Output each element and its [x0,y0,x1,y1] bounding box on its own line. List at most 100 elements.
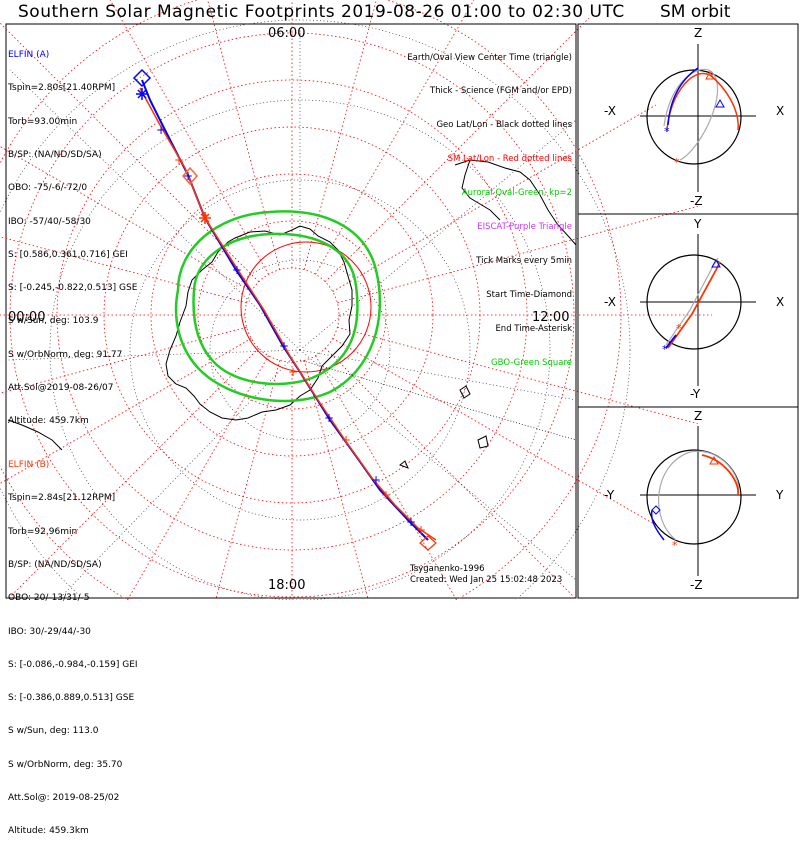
elfin-a-name: ELFIN (A) [8,50,50,61]
south-america-coastline-2 [461,159,501,221]
elfin-b-line: Att.Sol@: 2019-08-25/02 [8,793,120,803]
svg-text:*: * [674,156,680,169]
legend: Earth/Oval View Center Time (triangle) T… [407,30,572,392]
elfin-b-end-asterisk [199,212,211,224]
legend-entry: End Time-Asterisk [495,323,572,334]
legend-entry: Geo Lat/Lon - Black dotted lines [436,120,572,131]
elfin-a-tick: + [406,515,416,529]
elfin-a-line: B/SP: (NA/ND/SD/SA) [8,150,102,161]
elfin-b-info: ELFIN (B) Tspin=2.84s[21.12RPM] Torb=92.… [8,438,138,860]
legend-entry: Tick Marks every 5min [476,255,572,266]
orbit-panel-xz: * * [640,44,756,192]
elfin-b-name: ELFIN (B) [8,460,50,471]
elfin-b-line: IBO: 30/-29/44/-30 [8,626,91,637]
elfin-b-line: S: [-0.386,0.889,0.513] GSE [8,693,135,704]
orbit-yz-bottom-label: -Z [690,578,703,592]
elfin-b-tick: + [288,365,298,379]
orbit-yz-right-label: Y [776,488,784,502]
elfin-a-track [141,79,429,541]
elfin-b-line: S: [-0.086,-0.984,-0.159] GEI [8,659,138,670]
elfin-a-line: S w/Sun, deg: 103.9 [8,316,99,327]
legend-entry: Auroral Oval-Green, kp=2 [461,188,572,199]
orbit-xz-bottom-label: -Z [690,194,703,208]
africa-coastline [7,419,63,451]
figure-title: Southern Solar Magnetic Footprints 2019-… [18,2,625,22]
elfin-a-line: S w/OrbNorm, deg: 91.77 [8,349,123,360]
clock-label-bottom: 18:00 [268,578,306,593]
orbit-yz-top-label: Z [694,409,703,423]
orbit-xz-right-label: X [776,104,785,118]
svg-text:*: * [672,539,678,552]
legend-entry: EISCAT-Purple Triangle [477,222,572,233]
sm-orbit-title: SM orbit [660,2,731,22]
earth-outline-xz [646,69,742,165]
map-frame [5,23,577,599]
svg-text:*: * [676,322,682,335]
svg-text:*: * [662,343,668,356]
sm-radial-line [207,0,281,270]
elfin-a-info: ELFIN (A) Tspin=2.80s[21.40RPM] Torb=93.… [8,28,137,450]
elfin-a-tick-marks: +++++++ [156,123,416,529]
elfin-a-line: S: [0.586,0.361,0.716] GEI [8,249,128,260]
elfin-a-tick: + [183,169,193,183]
elfin-b-line: S w/OrbNorm, deg: 35.70 [8,759,123,770]
elfin-b-diamond-marker [182,166,198,186]
elfin-b-line: Altitude: 459.3km [8,826,89,837]
clock-label-top: 06:00 [268,26,306,41]
orbit-yz-left-label: -Y [604,488,615,502]
earth-outline-yz [646,449,742,545]
orbit-panel-yz-frame [577,406,799,599]
earth-outline-xy [646,254,742,350]
legend-entry: Thick - Science (FGM and/or EPD) [429,86,572,97]
south-america-coastline [454,159,577,246]
elfin-b-tick: + [341,433,351,447]
auroral-oval-inner [192,232,359,386]
elfin-a-line: Tspin=2.80s[21.40RPM] [8,83,116,94]
elfin-a-end-asterisk [136,88,148,100]
elfin-a-tick: + [324,411,334,425]
legend-entry: GBO-Green Square [491,357,572,368]
elfin-b-line: Torb=92.96min [8,526,78,537]
elfin-a-tick: + [371,473,381,487]
elfin-b-tick: + [174,153,184,167]
elfin-a-line: IBO: -57/40/-58/30 [8,216,91,227]
clock-label-left: 00:00 [8,310,46,325]
elfin-b-line: S w/Sun, deg: 113.0 [8,726,99,737]
legend-entry: Earth/Oval View Center Time (triangle) [407,52,572,63]
elfin-b-track [139,87,437,541]
elfin-b-tick: + [381,488,391,502]
sm-orbit-panels: * * * * [577,23,799,599]
orbit-xy-right-label: X [776,295,785,309]
elfin-a-tick: + [279,339,289,353]
elfin-a-line: S: [-0.245,-0.822,0.513] GSE [8,283,138,294]
orbit-xy-bottom-label: -Y [690,387,701,401]
elfin-b-line: B/SP: (NA/ND/SD/SA) [8,560,102,571]
elfin-a-tick: + [232,263,242,277]
antarctica-coastline [165,225,353,421]
elfin-a-tick: + [156,123,166,137]
island-coastline [399,385,489,469]
orbit-panel-xz-frame [577,23,799,215]
orbit-xy-top-label: Y [694,217,702,231]
orbit-xy-left-label: -X [604,295,616,309]
elfin-a-line: OBO: -75/-6/-72/0 [8,183,88,194]
credits: Tsyganenko-1996 Created: Wed Jan 25 15:0… [410,564,562,586]
orbit-panel-xy: * * [640,234,756,386]
legend-entry: SM Lat/Lon - Red dotted lines [447,154,572,165]
elfin-a-line: Torb=93.00min [8,116,78,127]
clock-label-right: 12:00 [532,310,570,325]
orbit-xz-top-label: Z [694,26,703,40]
polar-map: +++++++ ++++++ [0,0,712,600]
elfin-b-tick-marks: ++++++ [174,153,426,537]
geo-grid [0,19,631,600]
legend-entry: Start Time-Diamond [486,289,572,300]
sm-radial-line [215,360,281,600]
orbit-panel-yz: * [640,426,756,576]
orbit-panel-xy-frame [577,213,799,408]
elfin-b-track-end-marker [419,535,437,551]
figure-canvas: +++++++ ++++++ [0,0,799,600]
elfin-b-line: OBO: 20/-13/31/-5 [8,593,90,604]
svg-text:*: * [664,125,670,138]
orbit-xz-left-label: -X [604,104,616,118]
created-timestamp: Created: Wed Jan 25 15:02:48 2023 [410,575,563,585]
